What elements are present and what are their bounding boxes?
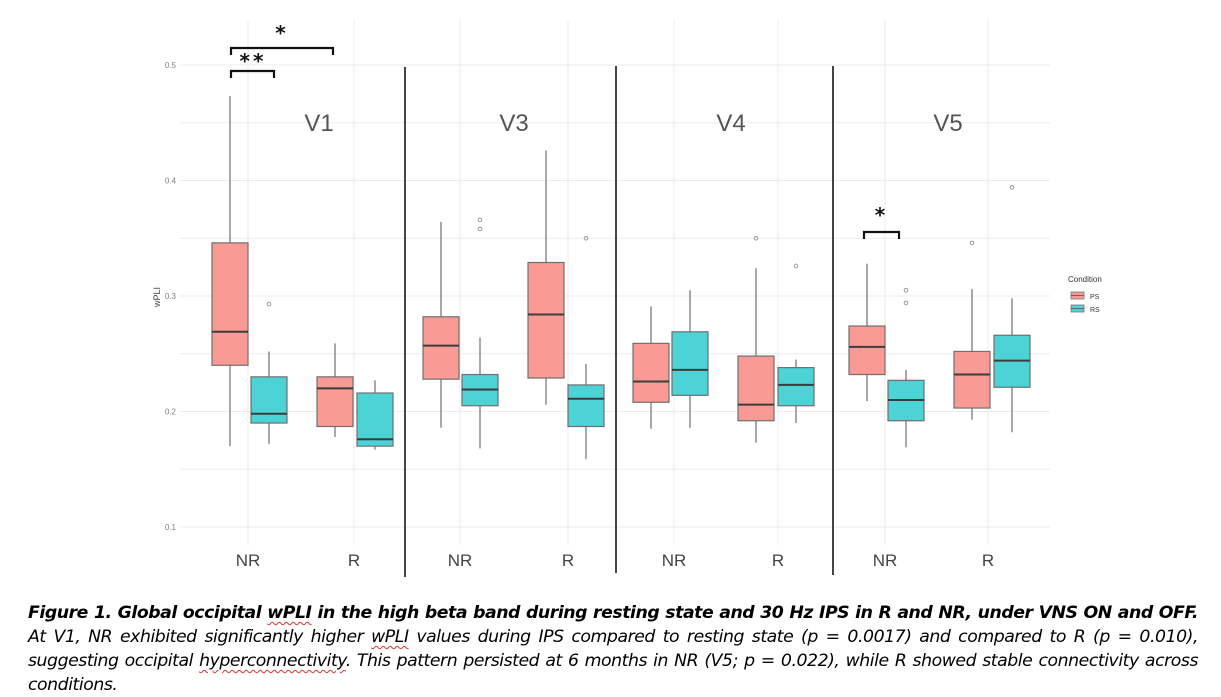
box-r-rs	[993, 185, 1031, 433]
box-r-ps	[737, 235, 775, 443]
panel-v5: V5 NR R *	[848, 110, 1031, 570]
panel-dividers	[404, 66, 834, 577]
significance-label: *	[875, 203, 888, 227]
legend-item-rs: RS	[1070, 304, 1100, 314]
significance-bracket: *	[862, 203, 901, 239]
outlier-point	[583, 235, 589, 241]
box-r-ps	[527, 150, 565, 405]
y-tick-label: 0.1	[165, 523, 177, 532]
caption-title: Figure 1. Global occipital wPLI in the h…	[28, 603, 1198, 623]
box-nr-ps	[848, 263, 886, 402]
outlier-point	[793, 263, 799, 269]
y-tick-label: 0.4	[165, 177, 177, 186]
figure-caption: Figure 1. Global occipital wPLI in the h…	[28, 601, 1198, 697]
box-iqr	[567, 384, 605, 428]
outlier-point	[903, 287, 909, 293]
box-nr-ps	[422, 222, 460, 428]
outlier-point	[903, 300, 909, 306]
outlier-point	[969, 240, 975, 246]
caption-title-suffix: in the high beta band during resting sta…	[311, 603, 1199, 623]
box-r-rs	[777, 263, 815, 424]
x-tick-label: R	[982, 551, 994, 570]
box-iqr	[953, 350, 991, 409]
box-iqr	[848, 325, 886, 376]
box-nr-rs	[461, 217, 499, 449]
box-iqr	[250, 376, 288, 424]
outlier-point	[477, 226, 483, 232]
y-axis-title: wPLI	[152, 287, 162, 308]
box-r-rs	[356, 380, 394, 450]
caption-text-1: At V1, NR exhibited significantly higher	[28, 627, 372, 647]
significance-label: **	[240, 49, 267, 73]
bracket-line	[229, 46, 335, 55]
caption-title-term: wPLI	[267, 603, 312, 623]
box-iqr	[422, 316, 460, 380]
caption-text-3: . This pattern persisted at 6 months in …	[28, 651, 1199, 695]
panel-label: V1	[304, 110, 333, 137]
box-nr-ps	[211, 96, 249, 447]
outlier-point	[477, 217, 483, 223]
box-iqr	[632, 342, 670, 403]
box-nr-rs	[887, 287, 925, 448]
y-axis: 0.1 0.2 0.3 0.4 0.5 wPLI	[152, 61, 177, 532]
box-iqr	[211, 242, 249, 366]
caption-term-2: wPLI	[371, 627, 409, 647]
box-nr-rs	[250, 301, 288, 444]
panel-v3: V3 NR R	[422, 110, 605, 570]
box-iqr	[527, 261, 565, 379]
box-r-ps	[953, 240, 991, 420]
outlier-point	[1009, 185, 1015, 190]
y-tick-label: 0.2	[165, 408, 177, 417]
legend: Condition PS RS	[1068, 275, 1102, 314]
panel-label: V4	[716, 110, 745, 137]
caption-term-3: hyperconnectivity	[199, 651, 346, 671]
box-iqr	[356, 392, 394, 447]
box-nr-rs	[671, 290, 709, 428]
outlier-point	[266, 301, 272, 307]
y-tick-label: 0.3	[165, 292, 177, 301]
outlier-point	[753, 235, 759, 241]
legend-label: PS	[1090, 294, 1100, 301]
significance-label: *	[275, 21, 288, 45]
box-iqr	[737, 355, 775, 422]
box-nr-ps	[632, 306, 670, 429]
box-iqr	[777, 367, 815, 407]
caption-text-2: values during IPS compared to resting st…	[28, 627, 1198, 671]
legend-label: RS	[1090, 307, 1100, 314]
legend-title: Condition	[1068, 275, 1102, 284]
bracket-line	[862, 230, 901, 239]
significance-bracket: **	[229, 49, 276, 78]
x-tick-label: NR	[873, 551, 898, 570]
x-tick-label: R	[348, 551, 360, 570]
box-r-rs	[567, 235, 605, 459]
panel-v4: V4 NR R	[632, 110, 815, 570]
x-tick-label: R	[562, 551, 574, 570]
x-tick-label: NR	[448, 551, 473, 570]
panel-label: V5	[933, 110, 962, 137]
box-iqr	[671, 331, 709, 396]
box-iqr	[316, 376, 354, 428]
x-tick-label: NR	[662, 551, 687, 570]
panel-label: V3	[499, 110, 528, 137]
significance-bracket: *	[229, 21, 335, 55]
box-r-ps	[316, 343, 354, 437]
x-tick-label: R	[772, 551, 784, 570]
caption-title-prefix: Figure 1. Global occipital	[28, 603, 268, 623]
bracket-line	[229, 69, 276, 78]
legend-item-ps: PS	[1070, 291, 1100, 301]
x-tick-label: NR	[236, 551, 261, 570]
y-tick-label: 0.5	[165, 61, 177, 70]
